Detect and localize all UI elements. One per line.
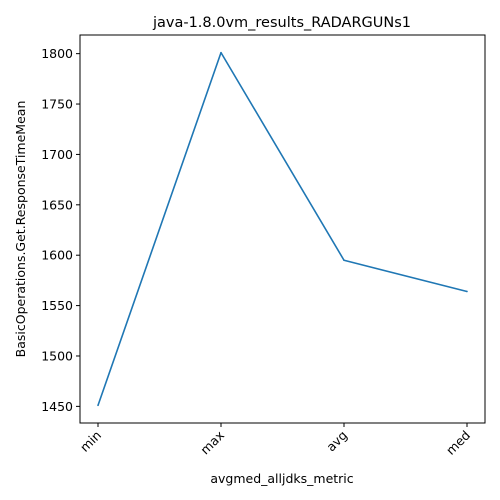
y-tick-label: 1550 (41, 298, 73, 313)
y-tick-label: 1450 (41, 399, 73, 414)
x-tick-label: max (197, 428, 227, 458)
y-tick-label: 1750 (41, 97, 73, 112)
y-axis-label: BasicOperations.Get.ResponseTimeMean (13, 101, 28, 358)
y-axis-ticks: 1450 1500 1550 1600 1650 1700 1750 1800 (41, 46, 80, 414)
x-tick-label: med (443, 428, 473, 458)
x-tick-label: min (77, 428, 104, 455)
chart-title: java-1.8.0vm_results_RADARGUNs1 (152, 15, 411, 31)
y-tick-label: 1700 (41, 147, 73, 162)
x-axis-ticks: min max avg med (77, 423, 473, 458)
x-tick-label: avg (323, 428, 350, 455)
series-line (97, 51, 468, 406)
data-point (97, 404, 99, 407)
series-group (97, 51, 468, 407)
data-point (220, 51, 222, 54)
plot-frame (79, 34, 486, 424)
plot-area: min max avg med 1450 1500 1550 1600 1650 1700 175… (41, 34, 486, 458)
y-tick-label: 1500 (41, 348, 73, 363)
x-axis-label: avgmed_alljdks_metric (210, 471, 353, 486)
y-tick-label: 1650 (41, 197, 73, 212)
data-point (343, 259, 345, 262)
y-tick-label: 1600 (41, 248, 73, 263)
data-point (466, 290, 468, 293)
y-tick-label: 1800 (41, 46, 73, 61)
